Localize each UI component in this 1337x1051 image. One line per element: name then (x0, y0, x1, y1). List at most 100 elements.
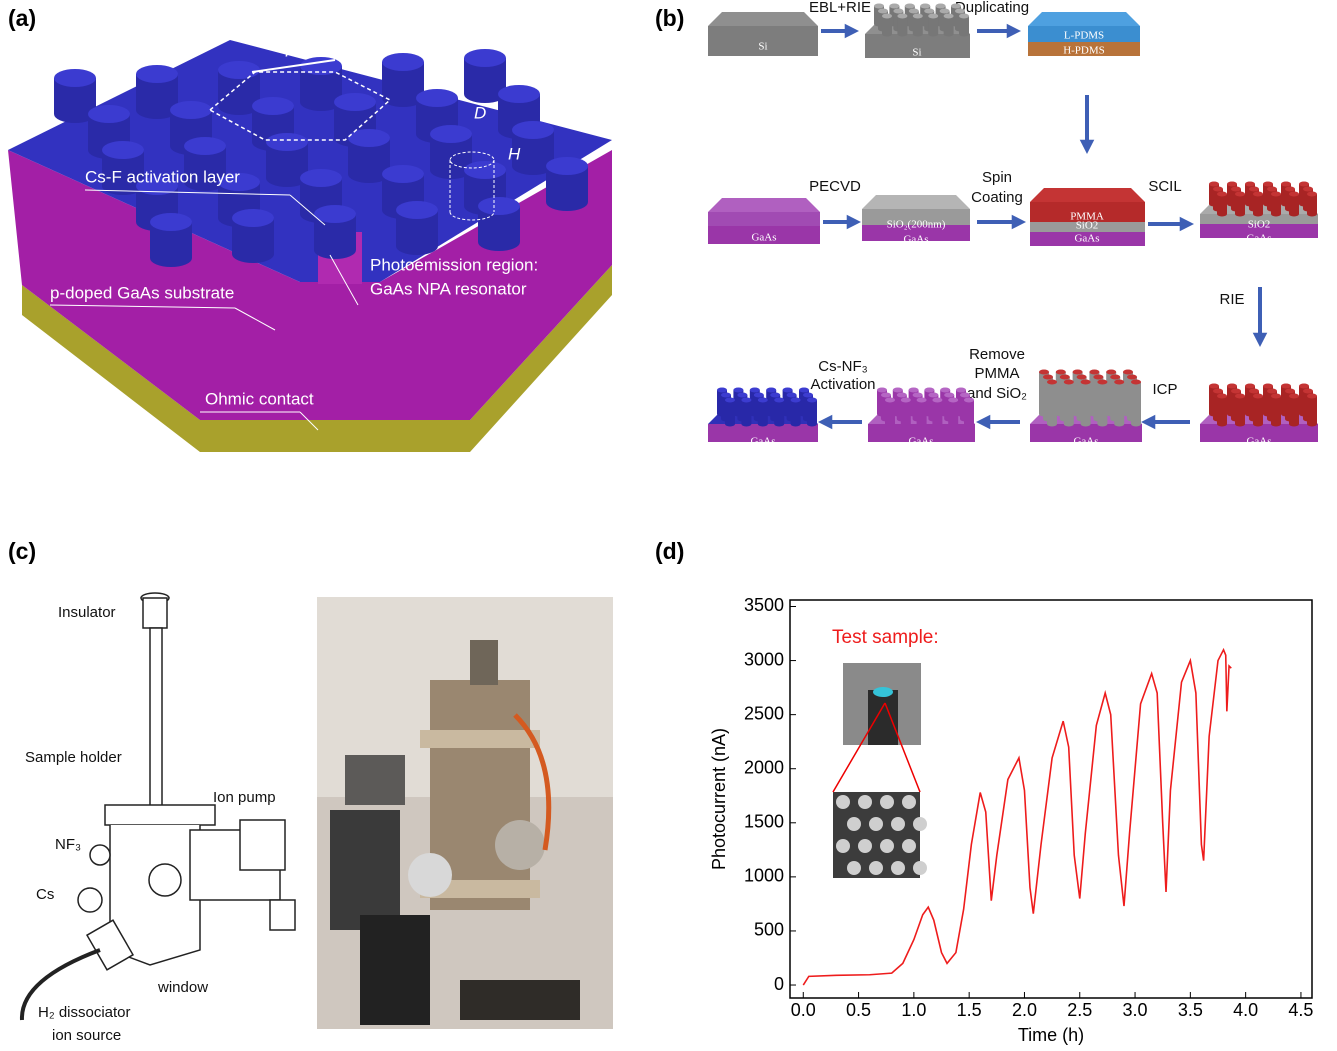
pillar-top (885, 398, 895, 403)
pillar-top (1271, 394, 1281, 399)
panel-label: (c) (8, 538, 36, 564)
step-label: RIE (1219, 291, 1244, 308)
pillar (1253, 194, 1263, 217)
pillar (1081, 382, 1091, 427)
arrow-head (1180, 217, 1194, 232)
pillar-top (334, 93, 376, 111)
pillar-top (1217, 192, 1227, 197)
pillar-top (936, 4, 946, 9)
pillar-top (878, 9, 888, 14)
layer-label: GaAs (908, 436, 933, 448)
x-tick-label: 3.5 (1178, 1000, 1203, 1020)
pillar-top (803, 393, 813, 398)
pillar-top (136, 65, 178, 83)
pillar (901, 400, 911, 427)
label: Ohmic contact (205, 389, 314, 408)
pillar-top (893, 9, 903, 14)
pillar-top (932, 398, 942, 403)
chamber-drawing (22, 593, 295, 1020)
step-label: and SiO₂ (967, 385, 1027, 402)
pillar-top (1217, 394, 1227, 399)
sem-dot (891, 817, 905, 831)
pillar-top (956, 388, 966, 393)
pillar-top (1235, 192, 1245, 197)
y-axis-label: Photocurrent (nA) (709, 728, 729, 870)
pillar (1235, 396, 1245, 427)
pillar-top (770, 393, 780, 398)
pillar-top (396, 201, 438, 219)
pillar-top (897, 393, 907, 398)
pillar-top (382, 165, 424, 183)
y-tick-label: 500 (754, 920, 784, 940)
pillar-top (464, 161, 506, 179)
pillar (807, 400, 817, 427)
x-tick-label: 3.0 (1123, 1000, 1148, 1020)
pillar-top (874, 4, 884, 9)
slab-top (1028, 12, 1140, 26)
layer-label: Si (758, 41, 767, 53)
pillar-top (1056, 370, 1066, 375)
pillar (1047, 382, 1057, 427)
slab-layer (708, 212, 820, 226)
slab-top (862, 195, 970, 209)
pillar-top (382, 53, 424, 71)
callout-label: Sample holder (25, 749, 122, 766)
x-tick-label: 1.5 (957, 1000, 982, 1020)
step-label: Remove (969, 346, 1025, 363)
pillar (913, 16, 923, 37)
pillar-top (1303, 187, 1313, 192)
y-tick-label: 3000 (744, 649, 784, 669)
pillar-top (1123, 370, 1133, 375)
y-tick-label: 2500 (744, 703, 784, 723)
x-tick-label: 2.5 (1067, 1000, 1092, 1020)
pillar (1289, 396, 1299, 427)
photo (317, 597, 613, 1029)
arrow-head (1007, 24, 1021, 39)
arrow-head (976, 415, 990, 430)
sem-dot (869, 861, 883, 875)
pillar-top (807, 398, 817, 403)
callout-label: H₂ dissociator (38, 1004, 131, 1021)
step-label: PECVD (809, 178, 861, 195)
pillar-top (881, 393, 891, 398)
label: D (474, 103, 486, 122)
pillar-top (1060, 375, 1070, 380)
arrow-head (1253, 333, 1268, 347)
pillar-top (909, 388, 919, 393)
pillar (948, 400, 958, 427)
pillar-top (940, 9, 950, 14)
pillar-top (1267, 187, 1277, 192)
pillar-top (300, 57, 342, 75)
pillar-top (1307, 192, 1317, 197)
pillar-top (430, 125, 472, 143)
panel-c: (c) Insulator Sample holder Ion pump NF₃… (8, 538, 613, 1044)
pillar (741, 400, 751, 427)
callout-label: window (157, 979, 208, 996)
pillar-top (1281, 384, 1291, 389)
sem-dot (836, 839, 850, 853)
step-label: ICP (1152, 381, 1177, 398)
pillar-top (897, 14, 907, 19)
pillar-top (1209, 182, 1219, 187)
pillar-top (1263, 182, 1273, 187)
pillar-top (928, 14, 938, 19)
sem-dot (902, 839, 916, 853)
pillar-top (733, 388, 743, 393)
pillar-top (1307, 394, 1317, 399)
pillar-top (948, 398, 958, 403)
pillar-top (1089, 370, 1099, 375)
pillar (882, 16, 892, 37)
pillar-top (1267, 389, 1277, 394)
callout-label: Ion pump (213, 789, 276, 806)
y-tick-label: 2000 (744, 757, 784, 777)
step-label: SCIL (1148, 178, 1181, 195)
panel-label: (d) (655, 538, 684, 564)
pillar (1217, 396, 1227, 427)
pillar (1271, 194, 1281, 217)
pillar-top (721, 393, 731, 398)
step-label: Cs-NF₃ (818, 358, 867, 375)
pillar-top (766, 388, 776, 393)
pillar-top (928, 393, 938, 398)
pillar-top (1285, 389, 1295, 394)
pillar-top (787, 393, 797, 398)
